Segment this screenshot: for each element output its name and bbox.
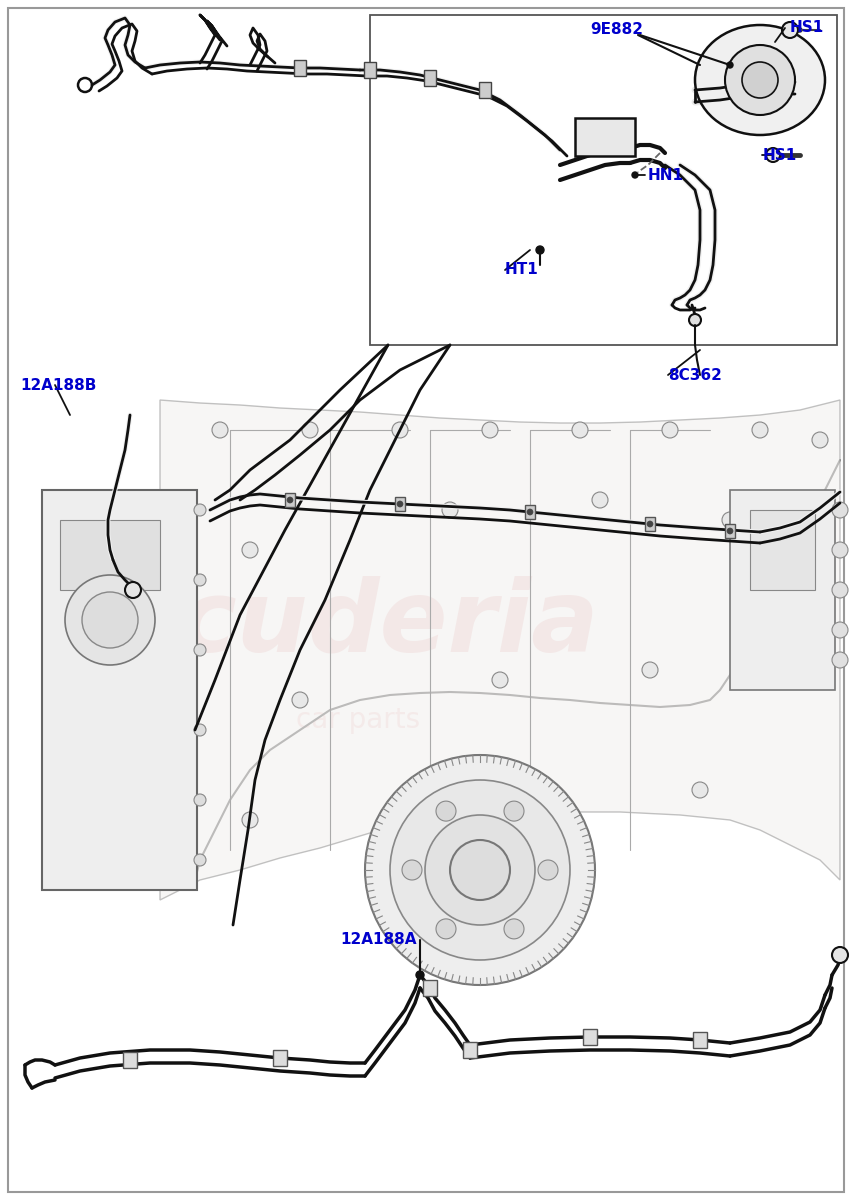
Circle shape [287, 497, 293, 503]
Bar [583, 1028, 597, 1045]
Text: 12A188A: 12A188A [340, 932, 417, 948]
Circle shape [392, 422, 408, 438]
Circle shape [65, 575, 155, 665]
Circle shape [482, 422, 498, 438]
Bar [645, 517, 655, 530]
Circle shape [832, 622, 848, 638]
Circle shape [692, 782, 708, 798]
Circle shape [647, 521, 653, 527]
Circle shape [632, 172, 638, 178]
Bar [575, 118, 635, 156]
Circle shape [292, 692, 308, 708]
Text: HT1: HT1 [505, 263, 538, 277]
Bar [42, 490, 197, 890]
Circle shape [832, 502, 848, 518]
Circle shape [689, 314, 701, 326]
Bar [285, 493, 295, 506]
Circle shape [504, 802, 524, 821]
Bar [273, 1050, 287, 1066]
Circle shape [397, 502, 403, 506]
Circle shape [782, 22, 798, 38]
Circle shape [752, 422, 768, 438]
Bar [123, 1052, 137, 1068]
Circle shape [416, 971, 424, 979]
Bar [370, 14, 837, 346]
Circle shape [194, 574, 206, 586]
Bar [424, 70, 436, 86]
Circle shape [642, 662, 658, 678]
Bar [479, 82, 491, 98]
Circle shape [194, 724, 206, 736]
Circle shape [194, 644, 206, 656]
Circle shape [82, 592, 138, 648]
Text: HS1: HS1 [790, 20, 824, 36]
Circle shape [504, 919, 524, 938]
Circle shape [492, 672, 508, 688]
Ellipse shape [695, 25, 825, 134]
Circle shape [832, 652, 848, 668]
Circle shape [536, 246, 544, 254]
Bar [463, 1042, 477, 1058]
Circle shape [436, 919, 456, 938]
Circle shape [442, 802, 458, 818]
Circle shape [212, 422, 228, 438]
Circle shape [450, 840, 510, 900]
Circle shape [242, 542, 258, 558]
Circle shape [390, 780, 570, 960]
Circle shape [302, 422, 318, 438]
Polygon shape [160, 400, 840, 900]
Text: 9E882: 9E882 [590, 23, 643, 37]
Bar [725, 524, 735, 538]
Circle shape [538, 860, 558, 880]
Text: HN1: HN1 [648, 168, 684, 182]
Circle shape [572, 422, 588, 438]
Text: HS1: HS1 [763, 148, 797, 162]
Bar [750, 510, 815, 590]
Circle shape [442, 502, 458, 518]
Circle shape [436, 802, 456, 821]
Bar [395, 497, 405, 511]
Bar [525, 505, 535, 518]
Circle shape [742, 62, 778, 98]
Circle shape [727, 62, 733, 68]
Bar [294, 60, 306, 76]
Circle shape [725, 44, 795, 115]
Text: car parts: car parts [296, 706, 420, 734]
Circle shape [722, 512, 738, 528]
Circle shape [592, 492, 608, 508]
Circle shape [832, 582, 848, 598]
Text: 12A188B: 12A188B [20, 378, 96, 392]
Circle shape [194, 504, 206, 516]
Circle shape [727, 528, 733, 534]
Bar [730, 490, 835, 690]
Text: 8C362: 8C362 [668, 367, 722, 383]
Circle shape [242, 812, 258, 828]
Circle shape [194, 854, 206, 866]
Circle shape [402, 860, 422, 880]
Circle shape [832, 542, 848, 558]
Circle shape [766, 148, 780, 162]
Circle shape [832, 947, 848, 962]
Bar [60, 520, 160, 590]
Bar [423, 980, 437, 996]
Circle shape [365, 755, 595, 985]
Circle shape [662, 422, 678, 438]
Circle shape [125, 582, 141, 598]
Text: scuderia: scuderia [118, 576, 598, 672]
Bar [364, 62, 376, 78]
Circle shape [527, 509, 533, 515]
Circle shape [194, 794, 206, 806]
Circle shape [425, 815, 535, 925]
Bar [693, 1032, 707, 1048]
Circle shape [812, 432, 828, 448]
